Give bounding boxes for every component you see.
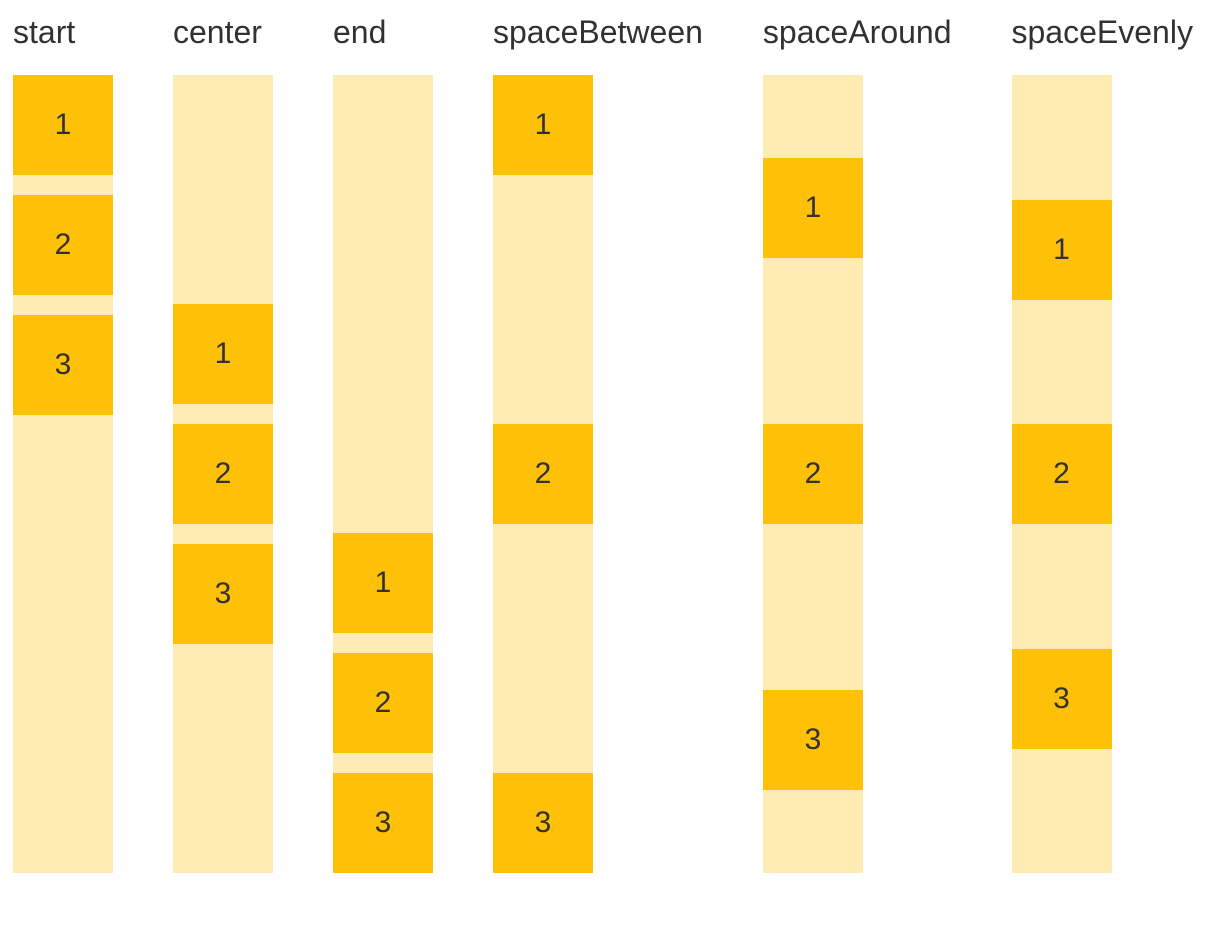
flex-item-3: 3 bbox=[13, 315, 113, 415]
column-space-between: spaceBetween 1 2 3 bbox=[493, 10, 703, 873]
column-label-space-between: spaceBetween bbox=[493, 14, 703, 50]
flex-item-2: 2 bbox=[1011, 424, 1112, 524]
flex-item-1: 1 bbox=[173, 304, 273, 404]
column-label-space-around: spaceAround bbox=[762, 14, 952, 50]
flex-item-number: 2 bbox=[54, 228, 72, 261]
flex-item-number: 3 bbox=[374, 806, 392, 839]
flex-item-1: 1 bbox=[333, 533, 433, 633]
flex-item-number: 2 bbox=[1053, 457, 1070, 490]
flex-item-1: 1 bbox=[762, 158, 863, 258]
track-space-between: 1 2 3 bbox=[493, 75, 593, 873]
column-label-end: end bbox=[333, 14, 387, 50]
flex-item-number: 3 bbox=[804, 723, 822, 756]
column-label-center: center bbox=[173, 14, 262, 50]
track-start: 1 2 3 bbox=[13, 75, 113, 873]
track-center: 1 2 3 bbox=[173, 75, 273, 873]
flex-item-1: 1 bbox=[13, 75, 113, 175]
alignment-demo-row: start 1 2 3 center 1 2 3 end 1 2 3 space… bbox=[13, 10, 1193, 873]
column-center: center 1 2 3 bbox=[173, 10, 273, 873]
flex-item-number: 1 bbox=[804, 191, 822, 224]
flex-item-number: 1 bbox=[534, 108, 552, 141]
flex-item-1: 1 bbox=[493, 75, 593, 175]
column-label-start: start bbox=[13, 14, 76, 50]
flex-item-number: 1 bbox=[54, 108, 72, 141]
column-space-around: spaceAround 1 2 3 bbox=[762, 10, 952, 873]
column-end: end 1 2 3 bbox=[333, 10, 433, 873]
column-label-space-evenly: spaceEvenly bbox=[1011, 14, 1193, 50]
flex-item-number: 1 bbox=[214, 337, 232, 370]
flex-item-number: 2 bbox=[804, 457, 822, 490]
flex-item-3: 3 bbox=[173, 544, 273, 644]
flex-item-2: 2 bbox=[333, 653, 433, 753]
flex-item-number: 3 bbox=[534, 806, 552, 839]
track-end: 1 2 3 bbox=[333, 75, 433, 873]
flex-item-number: 3 bbox=[214, 577, 232, 610]
flex-item-number: 1 bbox=[1053, 232, 1070, 266]
flex-item-1: 1 bbox=[1011, 199, 1112, 300]
flex-item-number: 2 bbox=[534, 457, 552, 490]
flex-item-number: 3 bbox=[1053, 681, 1070, 715]
flex-item-3: 3 bbox=[1011, 648, 1112, 749]
column-start: start 1 2 3 bbox=[13, 10, 113, 873]
flex-item-3: 3 bbox=[762, 690, 863, 790]
flex-item-number: 2 bbox=[214, 457, 232, 490]
track-space-evenly: 1 2 3 bbox=[1011, 75, 1112, 873]
track-space-around: 1 2 3 bbox=[762, 75, 863, 873]
flex-item-number: 2 bbox=[374, 686, 392, 719]
flex-item-2: 2 bbox=[762, 424, 863, 524]
flex-item-number: 3 bbox=[54, 348, 72, 381]
flex-item-2: 2 bbox=[13, 195, 113, 295]
flex-item-2: 2 bbox=[173, 424, 273, 524]
flex-item-3: 3 bbox=[493, 773, 593, 873]
flex-item-2: 2 bbox=[493, 424, 593, 524]
column-space-evenly: spaceEvenly 1 2 3 bbox=[1011, 10, 1193, 873]
flex-item-number: 1 bbox=[374, 566, 392, 599]
flex-item-3: 3 bbox=[333, 773, 433, 873]
